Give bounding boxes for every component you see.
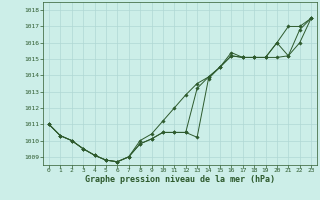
X-axis label: Graphe pression niveau de la mer (hPa): Graphe pression niveau de la mer (hPa) — [85, 175, 275, 184]
